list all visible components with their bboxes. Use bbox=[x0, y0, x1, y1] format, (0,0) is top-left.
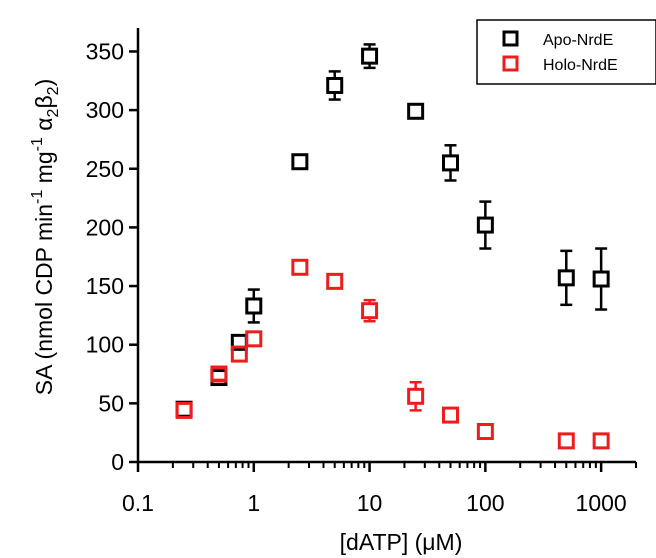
legend: Apo-NrdE Holo-NrdE bbox=[476, 19, 656, 85]
x-tick-label: 100 bbox=[466, 490, 504, 516]
data-point bbox=[407, 387, 425, 405]
x-tick-label: 0.1 bbox=[122, 490, 154, 516]
y-tick-label: 300 bbox=[86, 97, 124, 123]
legend-label: Holo-NrdE bbox=[543, 57, 618, 74]
data-point bbox=[326, 76, 344, 94]
legend-marker bbox=[502, 55, 519, 72]
y-tick-label: 350 bbox=[86, 38, 124, 64]
data-point bbox=[210, 365, 228, 383]
data-point bbox=[361, 302, 379, 320]
legend-marker bbox=[502, 30, 519, 47]
data-point bbox=[442, 406, 460, 424]
data-point bbox=[291, 153, 309, 171]
data-point bbox=[291, 258, 309, 276]
data-point bbox=[476, 216, 494, 234]
data-point bbox=[592, 432, 610, 450]
y-tick-label: 50 bbox=[98, 390, 124, 416]
series-holo-nrde bbox=[175, 258, 610, 450]
data-point bbox=[175, 401, 193, 419]
series-layer bbox=[175, 43, 610, 450]
data-point bbox=[407, 102, 425, 120]
y-tick-label: 200 bbox=[86, 214, 124, 240]
data-point bbox=[442, 154, 460, 172]
legend-box bbox=[476, 19, 656, 85]
data-point bbox=[326, 272, 344, 290]
y-tick-label: 150 bbox=[86, 273, 124, 299]
y-axis-title: SA (nmol CDP min-1 mg-1 α2β2) bbox=[29, 79, 62, 396]
x-tick-label: 1 bbox=[247, 490, 260, 516]
x-tick-label: 1000 bbox=[576, 490, 627, 516]
data-point bbox=[245, 297, 263, 315]
data-point bbox=[230, 345, 248, 363]
x-tick-label: 10 bbox=[357, 490, 383, 516]
legend-label: Apo-NrdE bbox=[543, 32, 613, 49]
y-tick-label: 100 bbox=[86, 332, 124, 358]
data-point bbox=[557, 269, 575, 287]
data-point bbox=[476, 423, 494, 441]
data-point bbox=[592, 270, 610, 288]
series-apo-nrde bbox=[175, 43, 610, 418]
y-tick-label: 250 bbox=[86, 156, 124, 182]
axes: 0 50 100 150 200 250 300 350 0.1 1 10 100 1000 [dATP]… bbox=[29, 28, 637, 555]
data-point bbox=[361, 47, 379, 65]
data-point bbox=[245, 330, 263, 348]
x-axis-title: [dATP] (μM) bbox=[340, 529, 463, 555]
y-tick-label: 0 bbox=[111, 449, 124, 475]
data-point bbox=[557, 432, 575, 450]
